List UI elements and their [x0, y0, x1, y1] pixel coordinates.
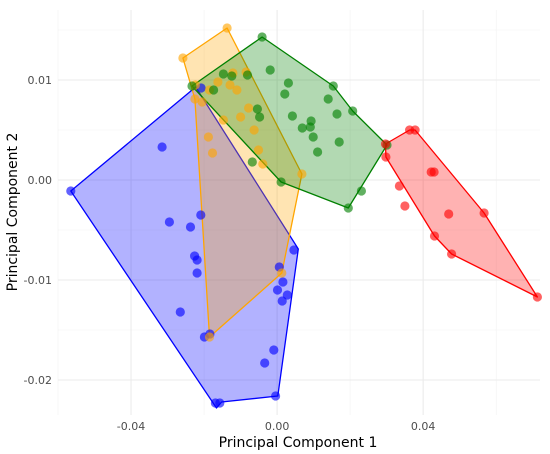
y-axis-title: Principal Component 2: [5, 133, 21, 292]
data-point-cluster-2: [277, 268, 287, 278]
data-point-cluster-3: [283, 78, 293, 88]
data-point-cluster-3: [348, 106, 358, 116]
data-point-cluster-3: [257, 32, 267, 42]
data-point-cluster-1: [192, 268, 202, 278]
y-tick-label: -0.02: [24, 374, 52, 387]
data-point-cluster-4: [410, 125, 420, 135]
data-point-cluster-3: [252, 104, 262, 114]
data-point-cluster-2: [244, 103, 254, 113]
data-point-cluster-2: [236, 112, 246, 122]
data-point-cluster-4: [532, 292, 543, 302]
data-point-cluster-2: [204, 332, 215, 342]
data-points: [66, 23, 543, 408]
data-point-cluster-1: [66, 186, 76, 196]
data-point-cluster-3: [356, 186, 366, 196]
data-point-cluster-4: [400, 201, 410, 211]
data-point-cluster-4: [447, 249, 457, 259]
data-point-cluster-1: [289, 245, 299, 255]
data-point-cluster-4: [479, 208, 489, 218]
data-point-cluster-2: [178, 53, 188, 63]
data-point-cluster-3: [242, 70, 253, 80]
data-point-cluster-2: [225, 80, 235, 90]
data-point-cluster-3: [323, 94, 333, 104]
data-point-cluster-3: [280, 89, 290, 99]
data-point-cluster-3: [306, 116, 316, 126]
data-point-cluster-3: [218, 69, 228, 79]
y-tick-label: 0.00: [28, 174, 53, 187]
data-point-cluster-1: [278, 277, 288, 287]
data-point-cluster-1: [157, 142, 167, 152]
data-point-cluster-3: [255, 112, 265, 122]
data-point-cluster-3: [334, 137, 344, 147]
data-point-cluster-3: [297, 123, 307, 133]
data-point-cluster-1: [175, 307, 185, 317]
data-point-cluster-3: [313, 147, 323, 157]
data-point-cluster-4: [381, 152, 391, 162]
data-point-cluster-2: [207, 148, 218, 158]
data-point-cluster-2: [213, 77, 223, 87]
axis-ticks: -0.04 0.00 0.04 -0.02 -0.01 0.00 0.01: [24, 74, 436, 433]
data-point-cluster-1: [215, 398, 225, 408]
data-point-cluster-1: [277, 296, 287, 306]
data-point-cluster-1: [260, 358, 270, 368]
data-point-cluster-2: [249, 125, 259, 135]
data-point-cluster-1: [269, 345, 279, 355]
data-point-cluster-4: [429, 167, 439, 177]
y-tick-label: 0.01: [28, 74, 53, 87]
data-point-cluster-3: [308, 132, 318, 142]
data-point-cluster-4: [444, 209, 454, 219]
data-point-cluster-1: [196, 210, 206, 220]
x-tick-label: 0.00: [265, 420, 290, 433]
x-axis-title: Principal Component 1: [219, 435, 378, 451]
data-point-cluster-4: [429, 231, 440, 241]
data-point-cluster-1: [192, 255, 202, 265]
data-point-cluster-1: [271, 391, 281, 401]
data-point-cluster-3: [227, 71, 237, 81]
data-point-cluster-4: [380, 139, 391, 149]
data-point-cluster-2: [232, 85, 242, 95]
cluster-hull-3: [191, 36, 388, 209]
data-point-cluster-1: [164, 217, 174, 227]
data-point-cluster-2: [253, 145, 264, 155]
data-point-cluster-3: [328, 81, 338, 91]
data-point-cluster-2: [297, 169, 307, 179]
data-point-cluster-3: [287, 111, 297, 121]
data-point-cluster-3: [265, 65, 275, 75]
x-tick-label: 0.04: [411, 420, 436, 433]
x-tick-label: -0.04: [117, 420, 145, 433]
data-point-cluster-3: [343, 203, 353, 213]
data-point-cluster-3: [247, 157, 257, 167]
data-point-cluster-2: [203, 132, 213, 142]
data-point-cluster-1: [272, 285, 283, 295]
data-point-cluster-3: [332, 109, 342, 119]
data-point-cluster-2: [218, 115, 228, 125]
data-point-cluster-1: [185, 222, 196, 232]
data-point-cluster-2: [258, 159, 268, 169]
grid: [57, 10, 540, 415]
data-point-cluster-2: [190, 94, 200, 104]
data-point-cluster-1: [282, 290, 292, 300]
data-point-cluster-4: [394, 181, 404, 191]
data-point-cluster-3: [276, 177, 286, 187]
data-point-cluster-3: [209, 85, 219, 95]
data-point-cluster-2: [222, 23, 232, 33]
y-tick-label: -0.01: [24, 274, 52, 287]
data-point-cluster-3: [187, 81, 197, 91]
cluster-hulls: [70, 27, 539, 409]
data-point-cluster-2: [197, 97, 207, 107]
cluster-hull-4: [384, 129, 539, 298]
